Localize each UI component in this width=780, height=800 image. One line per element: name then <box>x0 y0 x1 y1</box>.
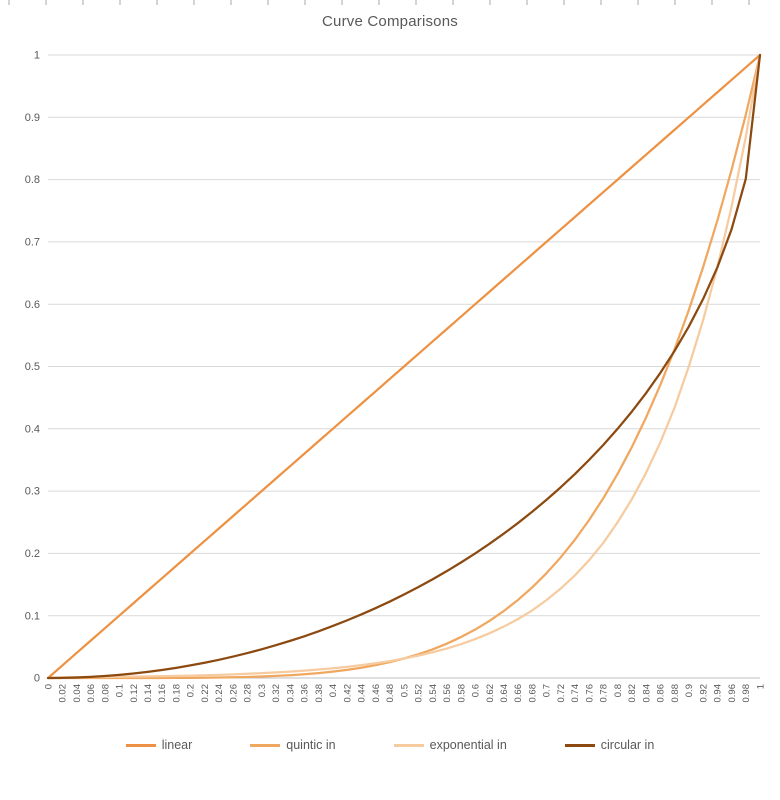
cropped-spreadsheet-row <box>8 0 772 5</box>
legend-line-swatch-exponential-in <box>393 743 424 747</box>
x-tick-label: 0.42 <box>342 684 353 703</box>
legend-line-swatch-linear <box>125 743 156 747</box>
y-tick-label: 1 <box>34 50 40 62</box>
x-tick-label: 0.54 <box>428 684 439 703</box>
x-tick-label: 0.96 <box>727 684 738 703</box>
legend-item-linear[interactable]: linear <box>125 738 193 752</box>
legend-label-quintic-in: quintic in <box>286 738 336 752</box>
legend-line-swatch-quintic-in <box>250 743 281 747</box>
chart-legend: linear quintic in exponential in circula… <box>0 738 780 752</box>
series-line-circular-in[interactable] <box>46 53 762 680</box>
x-tick-label: 0.32 <box>271 684 282 703</box>
x-tick-label: 0.8 <box>613 684 624 697</box>
x-tick-label: 0.78 <box>599 684 610 703</box>
x-tick-label: 0.18 <box>171 684 182 703</box>
x-tick-label: 0.92 <box>698 684 709 703</box>
x-tick-label: 0 <box>43 684 54 689</box>
x-tick-label: 0.7 <box>542 684 553 697</box>
x-tick-label: 0.3 <box>257 684 268 697</box>
x-tick-label: 0.56 <box>442 684 453 703</box>
legend-line-swatch-circular-in <box>564 743 595 747</box>
legend-label-exponential-in: exponential in <box>429 738 507 752</box>
legend-label-linear: linear <box>161 738 193 752</box>
chart-plot-area[interactable]: 00.10.20.30.40.50.60.70.80.910 0.02 0.04 0.… <box>0 0 780 735</box>
x-tick-label: 0.22 <box>200 684 211 703</box>
x-tick-label: 0.74 <box>570 684 581 703</box>
x-tick-label: 0.12 <box>129 684 140 703</box>
y-tick-label: 0 <box>34 673 40 685</box>
x-tick-label: 0.58 <box>456 684 467 703</box>
series-line-linear[interactable] <box>46 53 762 680</box>
y-tick-label: 0.7 <box>25 237 40 249</box>
x-tick-label: 0.72 <box>556 684 567 703</box>
chart-title: Curve Comparisons <box>322 13 458 30</box>
x-tick-label: 0.08 <box>100 684 111 703</box>
x-tick-label: 0.38 <box>314 684 325 703</box>
x-tick-label: 0.86 <box>656 684 667 703</box>
y-tick-label: 0.2 <box>25 548 40 560</box>
x-tick-label: 0.62 <box>485 684 496 703</box>
x-tick-label: 0.34 <box>285 684 296 703</box>
x-tick-label: 0.4 <box>328 684 339 697</box>
x-tick-label: 0.84 <box>641 684 652 703</box>
x-tick-label: 0.06 <box>86 684 97 703</box>
x-tick-label: 0.88 <box>670 684 681 703</box>
x-tick-label: 0.94 <box>713 684 724 703</box>
legend-item-exponential-in[interactable]: exponential in <box>393 738 507 752</box>
x-tick-label: 0.46 <box>371 684 382 703</box>
x-tick-label: 0.36 <box>300 684 311 703</box>
y-tick-label: 0.4 <box>25 423 40 435</box>
x-tick-label: 1 <box>755 684 766 689</box>
x-tick-label: 0.66 <box>513 684 524 703</box>
x-tick-label: 0.52 <box>414 684 425 703</box>
legend-label-circular-in: circular in <box>600 738 655 752</box>
y-tick-label: 0.8 <box>25 174 40 186</box>
x-tick-label: 0.16 <box>157 684 168 703</box>
x-tick-label: 0.02 <box>58 684 69 703</box>
x-tick-label: 0.44 <box>357 684 368 703</box>
x-tick-label: 0.9 <box>684 684 695 697</box>
x-tick-label: 0.48 <box>385 684 396 703</box>
x-tick-label: 0.68 <box>527 684 538 703</box>
x-tick-label: 0.1 <box>115 684 126 697</box>
x-tick-label: 0.28 <box>243 684 254 703</box>
series-line-exponential-in[interactable] <box>46 53 762 680</box>
x-tick-label: 0.6 <box>471 684 482 697</box>
y-tick-label: 0.5 <box>25 361 40 373</box>
y-tick-label: 0.6 <box>25 299 40 311</box>
x-tick-label: 0.82 <box>627 684 638 703</box>
x-tick-label: 0.26 <box>228 684 239 703</box>
x-tick-label: 0.76 <box>584 684 595 703</box>
y-tick-label: 0.1 <box>25 610 40 622</box>
y-tick-label: 0.9 <box>25 112 40 124</box>
legend-item-circular-in[interactable]: circular in <box>564 738 655 752</box>
x-tick-label: 0.2 <box>186 684 197 697</box>
legend-item-quintic-in[interactable]: quintic in <box>250 738 336 752</box>
x-tick-label: 0.98 <box>741 684 752 703</box>
x-tick-label: 0.5 <box>399 684 410 697</box>
y-tick-label: 0.3 <box>25 486 40 498</box>
x-tick-label: 0.64 <box>499 684 510 703</box>
x-tick-label: 0.04 <box>72 684 83 703</box>
x-tick-label: 0.24 <box>214 684 225 703</box>
x-tick-label: 0.14 <box>143 684 154 703</box>
